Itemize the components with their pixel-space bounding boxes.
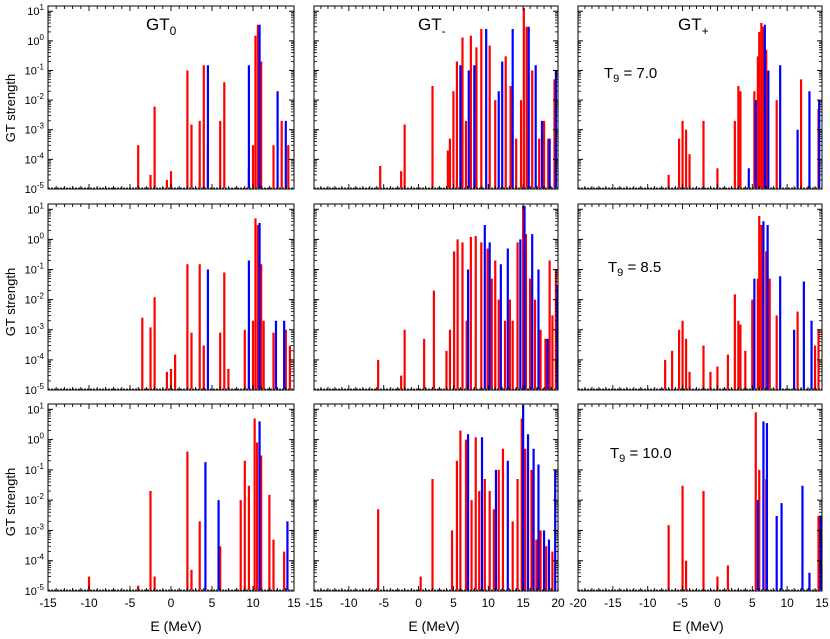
y-tick-label: 10-3 bbox=[25, 122, 45, 137]
y-tick-label: 10-2 bbox=[25, 292, 45, 307]
temperature-label-row1: T9 = 7.0 bbox=[604, 65, 657, 85]
panel-row2-GTplus bbox=[577, 203, 823, 391]
panel-row2-GT0: 10-5 10-4 10-3 10-2 10-1 100 101 bbox=[25, 201, 295, 397]
x-tick-label: -15 bbox=[305, 596, 323, 610]
x-tick-label: 15 bbox=[516, 596, 530, 610]
xlabel-col1: E (MeV) bbox=[150, 618, 201, 634]
panel-row1-GTminus bbox=[313, 5, 559, 190]
plot-frame bbox=[577, 5, 823, 190]
x-tick-label: 5 bbox=[209, 596, 216, 610]
y-tick-label: 100 bbox=[27, 33, 44, 48]
panel-row3-GTminus: -15 -10 -5 0 5 10 15 20 bbox=[305, 403, 565, 610]
x-tick-label: 0 bbox=[415, 596, 422, 610]
x-tick-label: -5 bbox=[677, 596, 688, 610]
x-tick-label: -15 bbox=[604, 596, 622, 610]
y-tick-label: 101 bbox=[27, 401, 44, 416]
panel-row2-GTminus bbox=[313, 203, 559, 391]
y-tick-label: 10-1 bbox=[25, 462, 45, 477]
y-tick-label: 10-2 bbox=[25, 92, 45, 107]
y-tick-label: 10-4 bbox=[25, 151, 45, 166]
temperature-label-row3: T9 = 10.0 bbox=[610, 445, 672, 465]
y-tick-label: 10-3 bbox=[25, 522, 45, 537]
x-tick-label: -15 bbox=[39, 596, 57, 610]
panels-group: 10-510-410-310-210-110010110-510-410-310… bbox=[25, 3, 829, 610]
temperature-label-row2: T9 = 8.5 bbox=[608, 259, 661, 279]
x-tick-label: -10 bbox=[340, 596, 358, 610]
x-tick-label: 5 bbox=[450, 596, 457, 610]
xlabel-col3: E (MeV) bbox=[672, 618, 723, 634]
x-tick-label: -5 bbox=[378, 596, 389, 610]
plot-frame bbox=[313, 203, 559, 391]
panel-row1-GTplus bbox=[577, 5, 823, 190]
xlabel-col2: E (MeV) bbox=[408, 618, 459, 634]
column-title-gt0: GT0 bbox=[146, 15, 177, 38]
ylabel-row2: GT strength bbox=[3, 268, 18, 336]
plot-frame bbox=[313, 403, 559, 592]
ylabel-row1: GT strength bbox=[3, 74, 18, 142]
y-tick-label: 100 bbox=[27, 231, 44, 246]
plot-frame bbox=[577, 203, 823, 391]
y-tick-label: 10-2 bbox=[25, 492, 45, 507]
x-tick-label: 10 bbox=[482, 596, 496, 610]
y-tick-label: 10-4 bbox=[25, 553, 45, 568]
x-tick-label: -5 bbox=[125, 596, 136, 610]
y-tick-label: 100 bbox=[27, 432, 44, 447]
x-tick-label: -20 bbox=[569, 596, 587, 610]
y-tick-label: 10-3 bbox=[25, 322, 45, 337]
y-tick-label: 10-4 bbox=[25, 352, 45, 367]
x-tick-label: -10 bbox=[80, 596, 98, 610]
column-title-gtplus: GT+ bbox=[678, 15, 709, 38]
x-tick-label: 0 bbox=[714, 596, 721, 610]
y-tick-label: 101 bbox=[27, 3, 44, 18]
y-tick-label: 10-1 bbox=[25, 262, 45, 277]
panel-row1-GT0: 10-5 10-4 10-3 10-2 10-1 100 101 bbox=[25, 3, 295, 196]
x-tick-label: -10 bbox=[639, 596, 657, 610]
x-tick-label: 0 bbox=[168, 596, 175, 610]
x-tick-label: 10 bbox=[780, 596, 794, 610]
plot-frame bbox=[313, 5, 559, 190]
y-tick-label: 10-5 bbox=[25, 181, 45, 196]
plot-frame bbox=[577, 403, 823, 592]
ylabel-row3: GT strength bbox=[3, 468, 18, 536]
panel-row3-GTplus: -20 -15 -10 -5 0 5 10 15 bbox=[569, 403, 829, 610]
y-tick-label: 101 bbox=[27, 201, 44, 216]
x-tick-label: 20 bbox=[551, 596, 565, 610]
y-tick-label: 10-5 bbox=[25, 382, 45, 397]
x-tick-label: 15 bbox=[287, 596, 301, 610]
x-tick-label: 10 bbox=[246, 596, 260, 610]
column-title-gtminus: GT- bbox=[418, 15, 446, 38]
x-tick-label: 5 bbox=[749, 596, 756, 610]
y-tick-label: 10-1 bbox=[25, 62, 45, 77]
x-tick-label: 15 bbox=[815, 596, 829, 610]
